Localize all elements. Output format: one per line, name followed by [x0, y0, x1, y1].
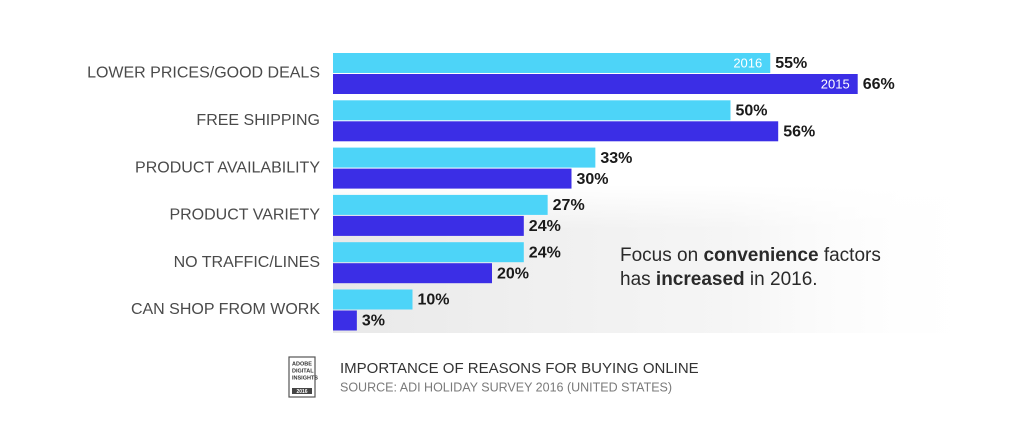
annotation-part: has: [620, 269, 656, 290]
badge-year-box: [292, 388, 312, 394]
value-label: 30%: [577, 171, 609, 188]
badge-text: INSIGHTS: [292, 375, 318, 381]
category-label: NO TRAFFIC/LINES: [174, 254, 320, 271]
category-label: CAN SHOP FROM WORK: [131, 301, 320, 318]
bar: [333, 215, 524, 236]
badge-year: 2016: [296, 389, 307, 395]
chart-title: IMPORTANCE OF REASONS FOR BUYING ONLINE: [340, 360, 699, 377]
value-label: 20%: [497, 265, 529, 282]
bar: [333, 310, 357, 331]
bar: [333, 242, 524, 263]
annotation-part: increased: [656, 269, 745, 290]
category-label: FREE SHIPPING: [196, 112, 320, 129]
badge-text: ADOBE: [292, 361, 312, 367]
category-label: PRODUCT VARIETY: [169, 207, 320, 224]
value-label: 50%: [736, 103, 768, 120]
bar: [333, 53, 771, 73]
annotation-part: in 2016.: [745, 269, 818, 290]
bar: [333, 168, 572, 189]
bar: [333, 74, 858, 94]
value-label: 66%: [863, 76, 895, 93]
value-label: 56%: [783, 124, 815, 141]
chart-source: SOURCE: ADI HOLIDAY SURVEY 2016 (UNITED …: [340, 380, 672, 394]
annotation-part: Focus on: [620, 245, 703, 266]
category-label: PRODUCT AVAILABILITY: [135, 159, 320, 176]
series-label: 2016: [733, 55, 762, 70]
bar: [333, 194, 548, 215]
badge: ADOBE DIGITAL INSIGHTS 2016: [288, 356, 318, 398]
value-label: 55%: [775, 55, 807, 72]
bar: [333, 100, 731, 121]
value-label: 10%: [418, 292, 450, 309]
badge-text: DIGITAL: [292, 368, 314, 374]
annotation-part: factors: [819, 245, 881, 266]
bar: [333, 289, 413, 310]
value-label: 24%: [529, 244, 561, 261]
series-label: 2015: [821, 76, 850, 91]
annotation-part: convenience: [703, 245, 818, 266]
value-label: 24%: [529, 218, 561, 235]
value-label: 27%: [553, 197, 585, 214]
plot: LOWER PRICES/GOOD DEALS 55% 2016 66% 2015 FRE…: [87, 53, 895, 331]
bar: [333, 121, 779, 142]
value-label: 33%: [600, 150, 632, 167]
annotation-line: has increased in 2016.: [620, 269, 818, 290]
bar: [333, 263, 492, 284]
bar: [333, 147, 596, 168]
annotation-line: Focus on convenience factors: [620, 245, 881, 266]
category-label: LOWER PRICES/GOOD DEALS: [87, 65, 320, 82]
value-label: 3%: [362, 313, 385, 330]
